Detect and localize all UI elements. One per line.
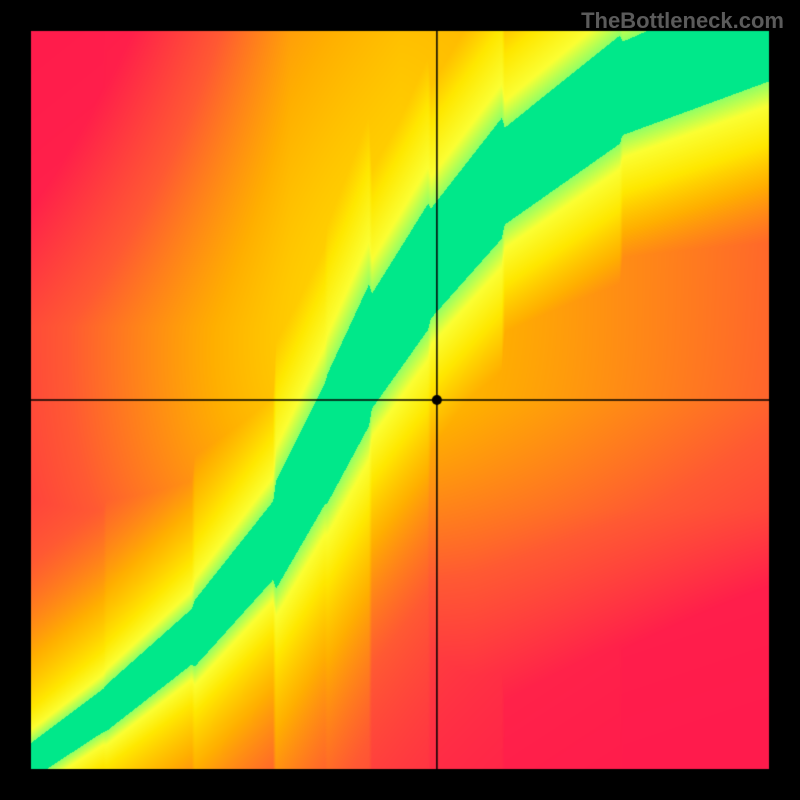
watermark-text: TheBottleneck.com <box>581 8 784 34</box>
chart-container: TheBottleneck.com <box>0 0 800 800</box>
bottleneck-heatmap <box>0 0 800 800</box>
